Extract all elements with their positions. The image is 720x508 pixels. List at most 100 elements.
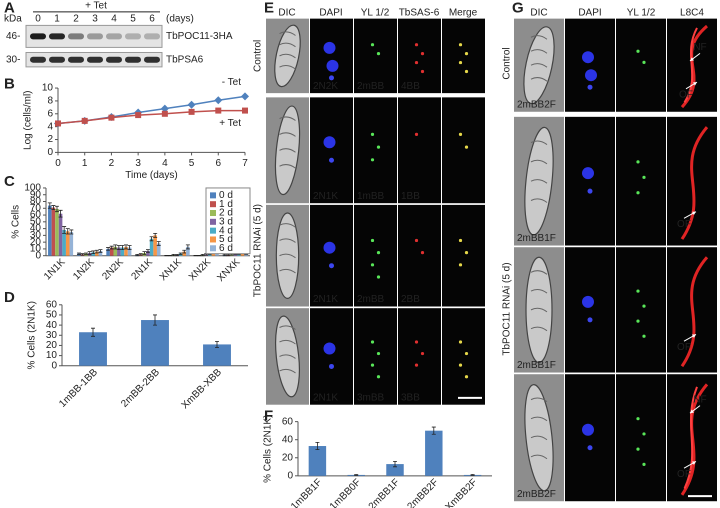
error-bar [182,249,187,254]
cell-label: 2mBB2F [517,99,556,110]
bar [386,464,404,476]
signal [370,158,375,162]
cell-body [275,212,300,299]
blot-strip [25,24,163,48]
bar [308,446,327,476]
marker [55,120,61,127]
cell-label: 2mBB [357,294,385,305]
y-tick-label: 60 [282,416,294,427]
blot-band [68,33,84,40]
signal [420,69,425,74]
micrograph [354,97,397,204]
bar [149,238,154,256]
series-label: + Tet [219,118,241,129]
error-bar [171,253,176,257]
signal [636,49,640,53]
micrograph [442,97,485,204]
blot-band [125,33,141,40]
signal [636,447,640,451]
signal [636,160,640,164]
signal [464,52,469,56]
signal [370,43,375,47]
cell-label: 2mBB1F [517,233,556,244]
panel-label: E [264,0,274,16]
flagellum [680,126,709,240]
signal [458,60,463,65]
error-bar [354,474,359,476]
legend-label: 0 d [219,190,233,201]
x-tick-label: 1mBB0F [328,477,363,508]
x-tick-label: 1N2K [71,257,97,283]
texture [279,253,296,259]
cell-body [523,26,555,105]
y-tick-label: 50 [46,310,58,321]
column-header: Merge [449,7,478,18]
legend-swatch [210,236,216,243]
blot-band [49,56,65,63]
y-tick-label: 80 [30,196,42,207]
error-bar [135,253,140,257]
column-header: DIC [530,7,547,18]
bar [109,247,114,256]
texture [279,116,296,121]
nucleus [323,136,336,149]
y-tick-label: 0 [51,360,57,371]
signal [636,191,640,195]
cell-body [525,256,553,364]
signal [414,132,419,137]
x-tick-label: 5 [189,158,195,169]
signal [464,351,469,356]
cell-label: 2mBB2F [517,489,556,500]
y-tick-label: 0 [47,147,53,158]
flagellum [683,27,698,103]
y-tick-label: 100 [24,183,41,194]
arrow-head [690,409,694,414]
cell-label: 2mBB [357,81,385,92]
signal [458,340,463,344]
signal [464,145,469,149]
signal [458,43,463,47]
error-bar [120,245,125,250]
error-bar [58,209,63,218]
texture [530,288,548,294]
error-bar [393,460,397,468]
blot-band [87,33,103,40]
texture [279,64,296,70]
arrow-head [693,82,697,86]
texture [530,270,548,275]
signal [370,132,375,137]
y-axis-title: % Cells [11,205,22,239]
flagellum [680,256,709,368]
texture [279,368,296,374]
lane-unit: (days) [166,13,194,24]
texture [530,49,548,54]
bar [98,250,103,256]
signal [420,52,425,56]
error-bar [146,249,150,253]
bar [79,332,107,366]
texture [279,164,296,169]
x-tick-label: XNXK [215,257,242,284]
annotation: NF [693,394,706,405]
signal [464,251,469,255]
column-header: YL 1/2 [627,7,656,18]
bar [48,205,52,256]
signal [370,238,375,243]
annotation: OF [677,219,691,230]
micrograph [565,18,615,112]
bar [127,247,132,256]
y-tick-label: 40 [46,320,58,331]
error-bar [149,236,154,242]
blot-band [106,56,122,63]
row-group-label: Control [502,47,513,79]
signal [458,363,463,367]
nucleus [582,423,594,436]
panel-label: B [4,76,15,93]
micrograph [616,116,666,246]
series-label: - Tet [222,77,241,88]
marker [188,108,195,115]
row-group-label: TbPOC11 RNAi (5 d) [502,262,513,355]
y-tick-label: 70 [30,203,42,214]
lane-label: 0 [35,13,41,24]
marker [81,117,88,124]
